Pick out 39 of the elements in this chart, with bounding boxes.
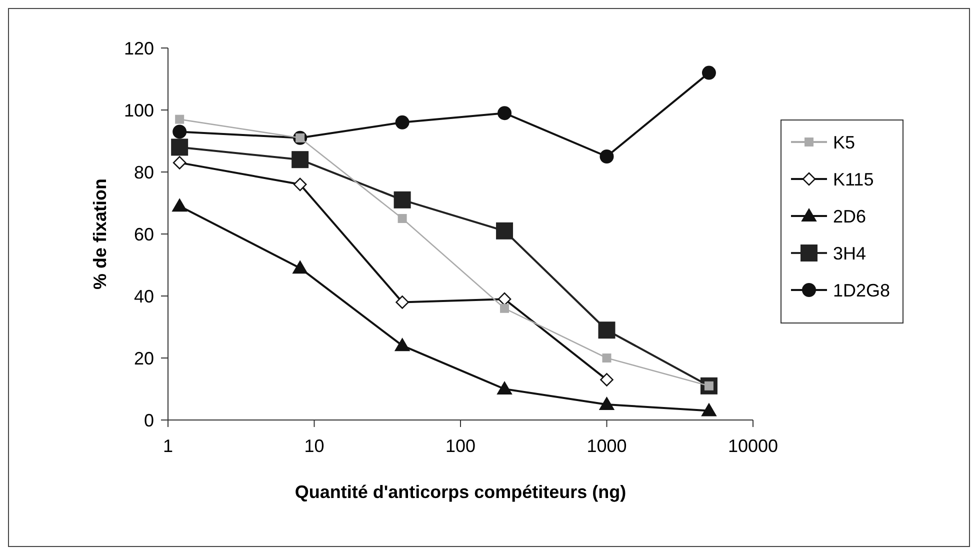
y-tick-label: 0 (144, 410, 154, 430)
point (395, 115, 410, 130)
point (292, 151, 309, 168)
point (498, 106, 512, 120)
point (394, 191, 411, 208)
point (701, 403, 716, 416)
legend-label: K115 (833, 169, 874, 190)
point (396, 296, 409, 309)
y-tick-label: 120 (124, 38, 154, 58)
point (600, 150, 614, 164)
legend-label: 3H4 (833, 243, 866, 264)
point (600, 373, 614, 386)
y-tick-label: 100 (124, 100, 154, 120)
x-tick-label: 1 (162, 436, 174, 456)
point (293, 178, 307, 192)
point (599, 397, 614, 410)
y-axis-title: % de fixation (90, 178, 110, 290)
point (500, 304, 510, 313)
point (598, 322, 616, 339)
legend-label: 1D2G8 (833, 280, 890, 300)
x-tick-label: 10 (304, 436, 324, 456)
point (602, 354, 612, 362)
y-tick-label: 80 (134, 162, 154, 182)
legend-label: K5 (833, 132, 856, 152)
x-tick-label: 100 (445, 436, 476, 456)
x-tick-label: 10000 (728, 436, 778, 456)
point (398, 214, 407, 223)
point (394, 338, 410, 352)
y-tick-label: 40 (134, 286, 154, 306)
point (498, 292, 512, 306)
legend-label: 2D6 (833, 206, 866, 226)
point (497, 382, 512, 394)
point (702, 66, 716, 80)
x-tick-label: 1000 (586, 436, 627, 456)
y-tick-label: 60 (134, 224, 154, 244)
x-axis-title: Quantité d'anticorps compétiteurs (ng) (294, 482, 626, 502)
y-tick-label: 20 (134, 348, 154, 368)
point (496, 222, 514, 240)
point (292, 260, 308, 274)
